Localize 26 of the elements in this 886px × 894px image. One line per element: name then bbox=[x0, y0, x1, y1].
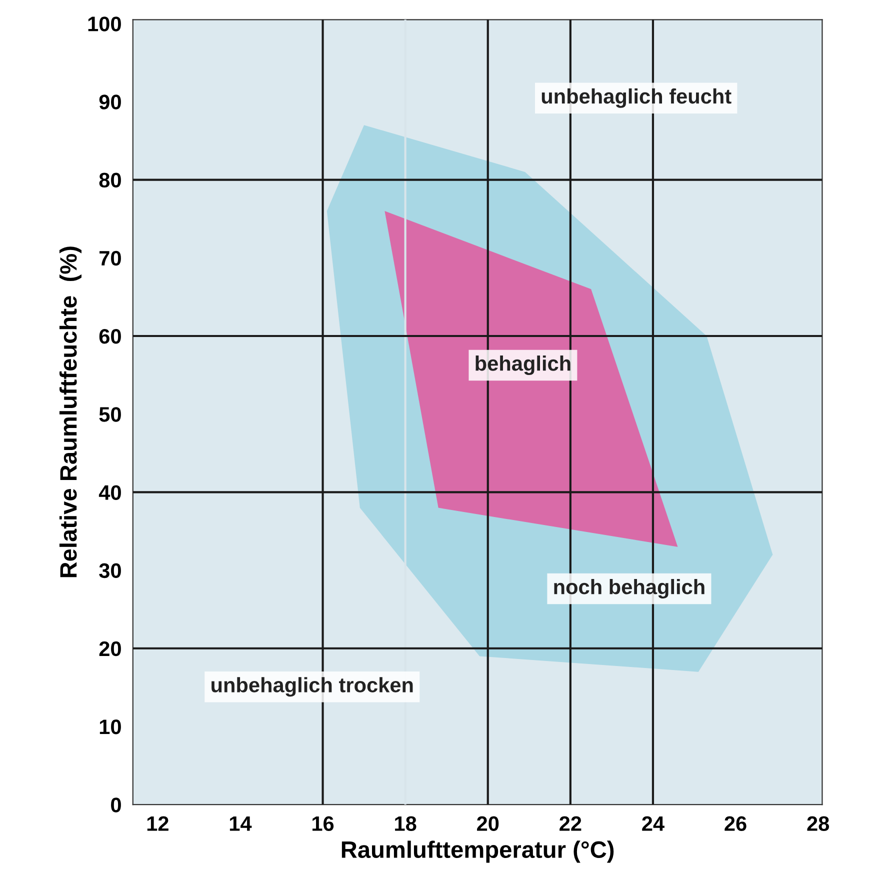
x-tick-label: 28 bbox=[807, 816, 830, 832]
x-tick-label: 12 bbox=[147, 816, 168, 831]
x-tick-label: 20 bbox=[477, 816, 499, 832]
y-tick-label: 10 bbox=[100, 720, 121, 734]
x-tick-label: 14 bbox=[230, 816, 252, 831]
y-tick-label: 100 bbox=[88, 16, 121, 32]
x-tick-label: 18 bbox=[395, 816, 416, 832]
x-tick-label: 22 bbox=[560, 816, 582, 831]
y-tick-label: 20 bbox=[99, 641, 121, 656]
y-tick-label: 70 bbox=[100, 250, 121, 266]
x-tick-label: 26 bbox=[724, 816, 746, 832]
series-label: noch behaglich bbox=[554, 578, 704, 598]
annotation: unbehaglich feucht bbox=[542, 88, 732, 108]
x-tick-label: 16 bbox=[312, 816, 334, 832]
series-label: behaglich bbox=[476, 356, 570, 376]
y-tick-label: 80 bbox=[99, 172, 121, 188]
y-tick-label: 30 bbox=[99, 563, 121, 578]
x-tick-label: 24 bbox=[642, 816, 664, 831]
y-tick-label: 50 bbox=[99, 407, 121, 422]
y-tick-label: 40 bbox=[98, 485, 121, 500]
annotation: unbehaglich trocken bbox=[212, 677, 413, 697]
y-tick-label: 60 bbox=[99, 328, 121, 344]
x-axis-title: Raumlufttemperatur (°C) bbox=[342, 840, 614, 863]
y-axis-title: Relative Raumluftfeuchte (%) bbox=[59, 246, 82, 578]
y-tick-label: 0 bbox=[111, 798, 121, 812]
y-tick-label: 90 bbox=[99, 94, 121, 110]
